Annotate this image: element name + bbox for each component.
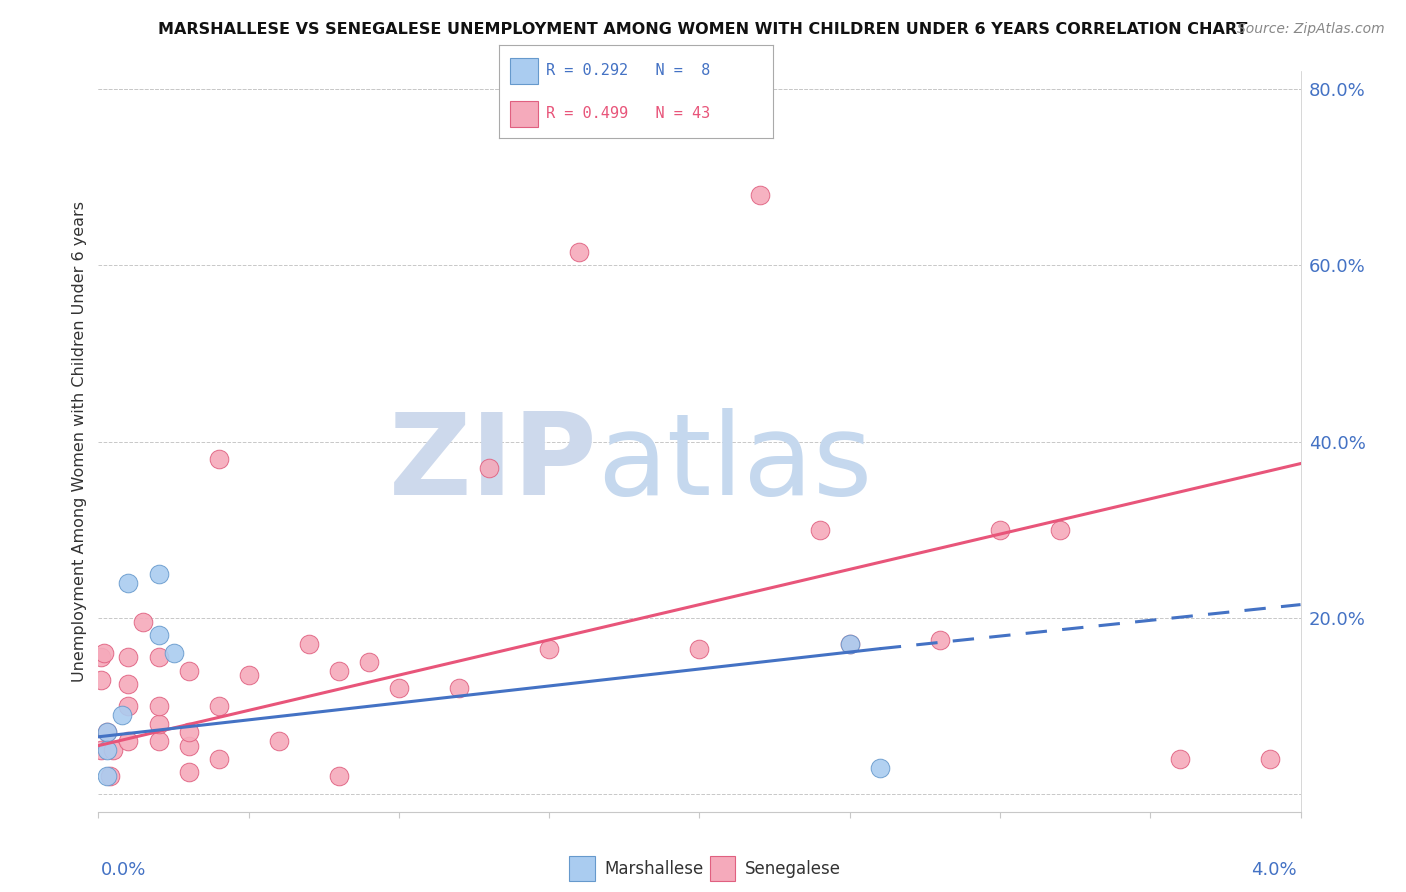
Point xyxy=(388,681,411,696)
Bar xyxy=(510,101,537,127)
Point xyxy=(748,187,770,202)
Point xyxy=(208,452,231,467)
Text: 0.0%: 0.0% xyxy=(101,861,146,879)
Point xyxy=(478,461,501,475)
Point xyxy=(100,769,122,783)
Text: Marshallese: Marshallese xyxy=(605,860,704,878)
Point xyxy=(208,698,231,713)
Point xyxy=(177,739,200,753)
Point xyxy=(148,734,170,748)
Point xyxy=(538,641,561,656)
Point xyxy=(148,628,170,642)
Point xyxy=(90,673,112,687)
Text: R = 0.499   N = 43: R = 0.499 N = 43 xyxy=(546,106,710,121)
Point xyxy=(298,637,321,651)
Point xyxy=(838,637,860,651)
Point xyxy=(148,716,170,731)
Point xyxy=(117,734,139,748)
Point xyxy=(177,725,200,739)
Point xyxy=(162,646,184,660)
Bar xyxy=(510,58,537,84)
Text: ZIP: ZIP xyxy=(389,409,598,519)
Text: atlas: atlas xyxy=(598,409,873,519)
Point xyxy=(208,752,231,766)
Point xyxy=(988,523,1011,537)
Point xyxy=(117,677,139,691)
Point xyxy=(148,650,170,665)
Point xyxy=(267,734,290,748)
Point xyxy=(111,707,134,722)
Point xyxy=(1049,523,1071,537)
Point xyxy=(177,765,200,780)
Text: R = 0.292   N =  8: R = 0.292 N = 8 xyxy=(546,63,710,78)
Point xyxy=(689,641,711,656)
Point xyxy=(1168,752,1191,766)
Point xyxy=(148,566,170,581)
Point xyxy=(132,615,155,630)
Text: 4.0%: 4.0% xyxy=(1251,861,1296,879)
Point xyxy=(103,743,125,757)
Point xyxy=(117,650,139,665)
Point xyxy=(357,655,380,669)
Point xyxy=(96,725,118,739)
Point xyxy=(90,650,112,665)
Point xyxy=(928,632,950,647)
Point xyxy=(177,664,200,678)
Y-axis label: Unemployment Among Women with Children Under 6 years: Unemployment Among Women with Children U… xyxy=(72,201,87,682)
Point xyxy=(93,646,115,660)
Point xyxy=(838,637,860,651)
Point xyxy=(117,575,139,590)
Point xyxy=(869,761,891,775)
Text: Senegalese: Senegalese xyxy=(745,860,841,878)
Point xyxy=(447,681,470,696)
Point xyxy=(328,769,350,783)
Point xyxy=(568,245,591,260)
Point xyxy=(1260,752,1282,766)
Point xyxy=(90,743,112,757)
Point xyxy=(238,668,260,682)
Point xyxy=(117,698,139,713)
Text: MARSHALLESE VS SENEGALESE UNEMPLOYMENT AMONG WOMEN WITH CHILDREN UNDER 6 YEARS C: MARSHALLESE VS SENEGALESE UNEMPLOYMENT A… xyxy=(159,22,1247,37)
Point xyxy=(808,523,831,537)
Text: Source: ZipAtlas.com: Source: ZipAtlas.com xyxy=(1237,22,1385,37)
Point xyxy=(96,743,118,757)
Point xyxy=(96,769,118,783)
Point xyxy=(328,664,350,678)
Point xyxy=(96,725,118,739)
Point xyxy=(148,698,170,713)
